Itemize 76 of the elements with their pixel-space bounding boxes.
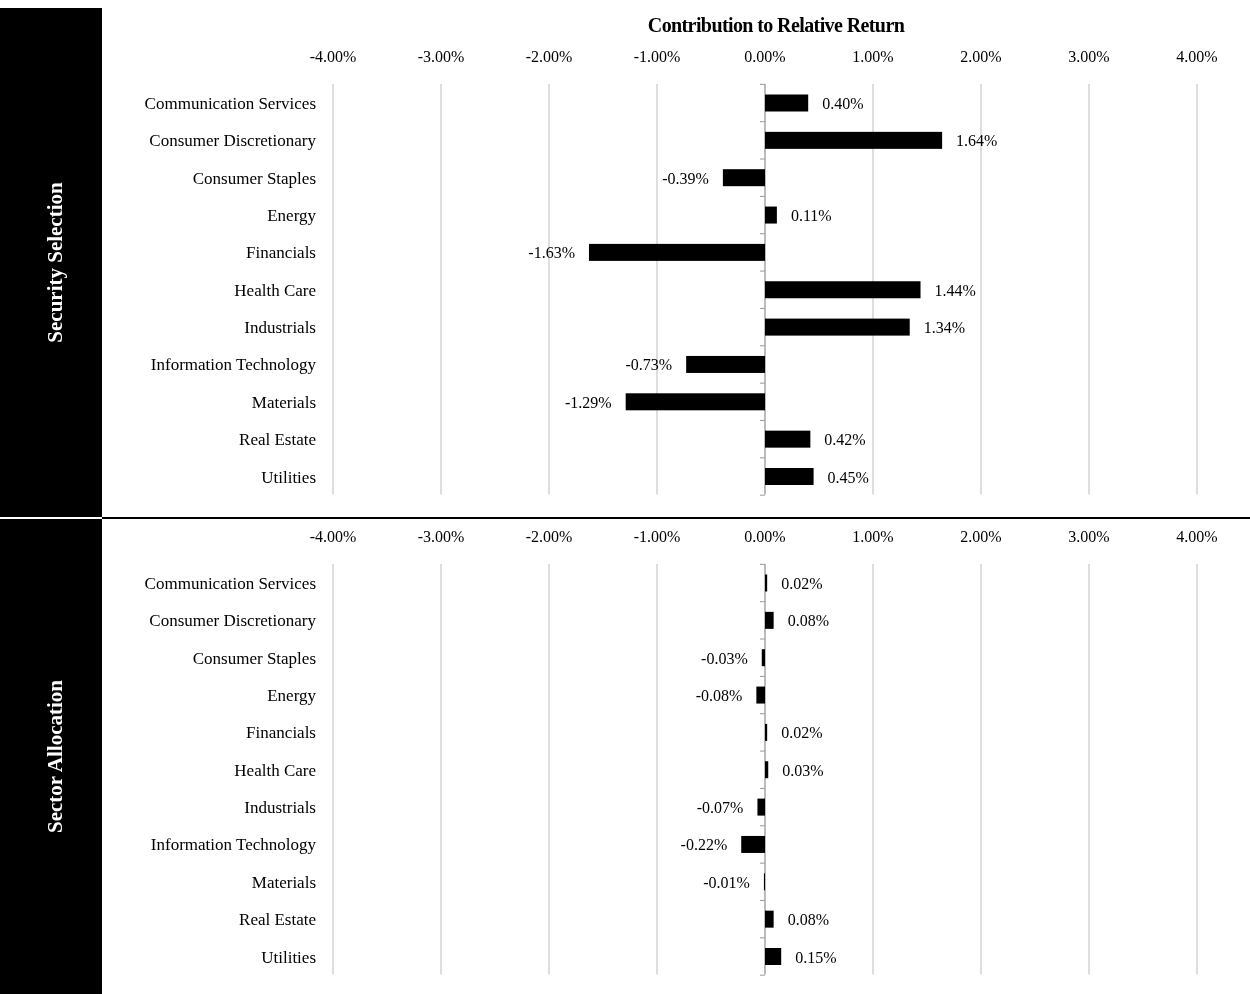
data-label: 0.03% (782, 761, 824, 779)
data-label: 0.45% (827, 468, 869, 486)
data-label: 0.08% (787, 612, 829, 630)
y-tick-label: Communication Services (144, 574, 316, 593)
data-label: -0.07% (696, 799, 744, 817)
data-label: -0.03% (701, 649, 748, 667)
y-tick-label: Industrials (244, 798, 316, 818)
x-tick-label: 3.00% (1068, 528, 1110, 545)
chart-title: Contribution to Relative Return (647, 14, 905, 36)
y-tick-label: Consumer Staples (192, 168, 316, 188)
x-tick-label: -1.00% (633, 528, 681, 545)
x-tick-label: -3.00% (417, 48, 465, 65)
data-label: -0.22% (680, 836, 728, 854)
y-tick-label: Consumer Staples (192, 648, 316, 668)
x-tick-label: -2.00% (525, 48, 573, 65)
data-label: 0.42% (824, 431, 866, 449)
y-tick-label: Financials (246, 723, 316, 743)
y-axis-title: Security Selection (43, 181, 67, 343)
data-label: 0.11% (790, 207, 832, 225)
data-label: -1.29% (565, 393, 612, 411)
y-tick-label: Materials (251, 392, 316, 412)
bar (765, 131, 943, 149)
x-tick-label: 2.00% (960, 528, 1002, 545)
bar (722, 169, 765, 187)
data-label: -0.39% (662, 169, 709, 187)
bar (765, 468, 814, 485)
x-tick-label: -4.00% (309, 48, 357, 65)
y-tick-label: Consumer Discretionary (149, 611, 317, 631)
x-tick-label: 1.00% (852, 48, 894, 65)
bar (588, 243, 765, 261)
data-label: 1.34% (923, 319, 966, 337)
y-tick-label: Real Estate (239, 910, 316, 930)
x-tick-label: 1.00% (852, 528, 894, 545)
x-tick-label: -2.00% (525, 528, 573, 545)
y-tick-label: Information Technology (150, 355, 317, 375)
y-axis-title: Sector Allocation (43, 679, 67, 834)
bar (625, 393, 765, 411)
y-tick-label: Energy (267, 686, 317, 706)
x-tick-label: 0.00% (744, 48, 786, 65)
data-label: 0.08% (787, 911, 829, 929)
y-tick-label: Industrials (244, 318, 316, 338)
y-tick-label: Health Care (234, 280, 316, 300)
x-tick-label: 2.00% (960, 48, 1002, 65)
y-tick-label: Materials (251, 872, 316, 892)
y-tick-label: Information Technology (150, 835, 317, 855)
y-tick-label: Consumer Discretionary (149, 131, 317, 151)
x-tick-label: 4.00% (1176, 48, 1218, 65)
bar (765, 206, 777, 224)
bar (765, 318, 910, 336)
x-tick-label: 0.00% (744, 528, 786, 545)
y-tick-label: Financials (246, 243, 316, 263)
y-tick-label: Utilities (261, 467, 316, 487)
y-tick-label: Real Estate (239, 430, 316, 450)
data-label: -0.01% (703, 873, 750, 891)
bar (765, 281, 921, 299)
data-label: -0.08% (695, 687, 743, 705)
data-label: 0.15% (795, 948, 837, 966)
data-label: 1.64% (956, 132, 998, 150)
data-label: 0.02% (781, 724, 823, 742)
bar (686, 355, 765, 373)
x-tick-label: 3.00% (1068, 48, 1110, 65)
data-label: 0.02% (781, 575, 823, 592)
x-tick-label: -3.00% (417, 528, 465, 545)
data-label: -1.63% (528, 244, 575, 262)
bar (765, 430, 811, 448)
data-label: -0.73% (625, 356, 673, 374)
data-label: 0.40% (822, 95, 864, 112)
x-tick-label: 4.00% (1176, 528, 1218, 545)
y-tick-label: Health Care (234, 760, 316, 780)
y-tick-label: Utilities (261, 947, 316, 967)
x-tick-label: -1.00% (633, 48, 681, 65)
bar (765, 94, 809, 112)
data-label: 1.44% (934, 281, 976, 299)
x-tick-label: -4.00% (309, 528, 357, 545)
y-tick-label: Communication Services (144, 94, 316, 113)
y-tick-label: Energy (267, 206, 317, 226)
